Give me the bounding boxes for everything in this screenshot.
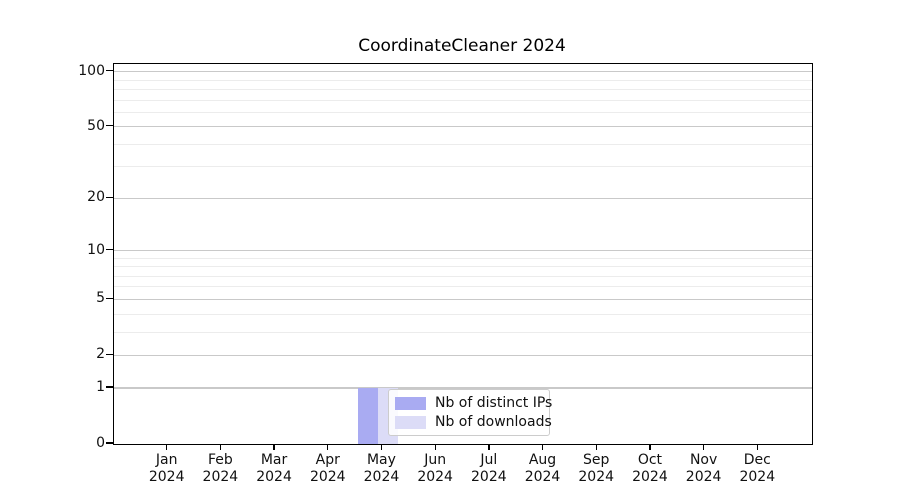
x-axis-tick-label: May 2024: [349, 452, 413, 486]
x-axis-tick-label-line: 2024: [417, 469, 453, 485]
x-axis-tick-label-line: May: [366, 452, 396, 468]
legend-label-distinct-ips: Nb of distinct IPs: [435, 395, 553, 411]
y-axis-tick-label: 1: [96, 379, 105, 396]
x-axis-tick: [703, 444, 705, 450]
y-axis-tick: [106, 248, 113, 251]
x-axis-tick-label-line: Feb: [207, 452, 233, 468]
x-axis-tick-label-line: 2024: [309, 469, 346, 485]
x-axis-tick-label-line: 2024: [578, 469, 615, 485]
x-axis-tick-label: Sep 2024: [564, 452, 628, 486]
x-axis-tick: [756, 444, 758, 450]
legend-swatch-distinct-ips: [395, 396, 426, 410]
gridline-minor: [114, 166, 812, 168]
x-axis-tick-label: Nov 2024: [672, 452, 736, 486]
x-axis-tick: [327, 444, 329, 450]
x-axis-tick-label: Dec 2024: [725, 452, 789, 486]
x-axis-tick-label-line: Oct: [637, 452, 663, 468]
gridline-minor: [114, 257, 812, 259]
gridline-major: [114, 298, 812, 301]
x-axis-tick-label: Jun 2024: [403, 452, 467, 486]
x-axis-tick-label: Mar 2024: [242, 452, 306, 486]
y-axis-tick-label: 10: [87, 241, 105, 258]
gridline-major: [114, 70, 812, 73]
gridline-minor: [114, 99, 812, 101]
x-axis-tick-label: Oct 2024: [618, 452, 682, 486]
x-axis-tick: [166, 444, 168, 450]
x-axis-tick-label: Apr 2024: [296, 452, 360, 486]
x-axis-tick-label-line: 2024: [363, 469, 400, 485]
gridline-minor: [114, 275, 812, 277]
legend-label-downloads: Nb of downloads: [435, 414, 552, 430]
x-axis-tick: [380, 444, 383, 450]
x-axis-tick-label-line: 2024: [632, 469, 668, 485]
x-axis-tick: [273, 444, 275, 450]
x-axis-tick-label-line: 2024: [256, 469, 292, 485]
x-axis-tick-label-line: Jul: [480, 452, 498, 468]
x-axis-tick-label: Feb 2024: [188, 452, 252, 486]
y-axis-tick: [106, 70, 113, 72]
x-axis-tick: [488, 444, 490, 450]
plot-area: [113, 63, 813, 445]
x-axis-tick-label: Jan 2024: [135, 452, 199, 486]
y-axis-tick-label: 50: [87, 117, 105, 134]
y-axis-tick-label: 2: [96, 346, 105, 363]
x-axis-tick: [434, 444, 436, 450]
x-axis-tick-label-line: 2024: [202, 469, 239, 485]
x-axis-tick-label-line: Mar: [260, 452, 288, 468]
x-axis-tick-label-line: 2024: [524, 469, 561, 485]
y-axis-tick: [106, 442, 113, 444]
legend: Nb of distinct IPs Nb of downloads: [388, 389, 552, 436]
x-axis-tick: [219, 444, 222, 450]
x-axis-tick-label-line: Dec: [743, 452, 771, 468]
x-axis-tick-label-line: Jan: [155, 452, 178, 468]
bar-nb-of-distinct-ips: [358, 388, 379, 444]
legend-swatch-downloads: [395, 415, 426, 429]
gridline-major: [114, 354, 812, 357]
gridline-major: [114, 126, 812, 128]
gridline-minor: [114, 111, 812, 113]
chart-title: CoordinateCleaner 2024: [358, 36, 566, 56]
gridline-minor: [114, 286, 812, 288]
gridline-minor: [114, 88, 812, 90]
legend-entry-downloads: Nb of downloads: [395, 414, 552, 430]
y-axis-tick-label: 20: [87, 189, 105, 206]
x-axis-tick-label-line: Apr: [315, 452, 340, 468]
x-axis-tick-label: Jul 2024: [457, 452, 521, 486]
gridline-minor: [114, 266, 812, 268]
gridline-major: [114, 197, 812, 200]
gridline-minor: [114, 143, 812, 145]
x-axis-tick-label-line: 2024: [471, 469, 507, 485]
legend-entry-distinct-ips: Nb of distinct IPs: [395, 395, 552, 411]
y-axis-tick-label: 5: [96, 290, 105, 307]
x-axis-tick-label-line: 2024: [685, 469, 722, 485]
x-axis-tick-label-line: Sep: [583, 452, 610, 468]
x-axis-tick-label-line: Jun: [424, 452, 447, 468]
x-axis-tick-label-line: Aug: [528, 452, 557, 468]
y-axis-tick: [106, 125, 113, 127]
y-axis-tick: [106, 297, 113, 300]
x-axis-tick-label-line: 2024: [739, 469, 776, 485]
x-axis-tick-label-line: 2024: [148, 469, 185, 485]
y-axis-tick: [106, 353, 113, 356]
y-axis-tick-label: 100: [78, 62, 105, 79]
y-axis-tick: [106, 196, 113, 199]
gridline-minor: [114, 79, 812, 81]
x-axis-tick: [649, 444, 651, 450]
x-axis-tick: [541, 444, 544, 450]
x-axis-tick-label-line: Nov: [689, 452, 718, 468]
gridline-minor: [114, 313, 812, 315]
gridline-minor: [114, 331, 812, 333]
gridline-major: [114, 387, 812, 389]
x-axis-tick-label: Aug 2024: [511, 452, 575, 486]
y-axis-tick-label: 0: [96, 435, 105, 451]
gridline-major: [114, 249, 812, 252]
y-axis-tick: [106, 386, 113, 388]
x-axis-tick: [595, 444, 597, 450]
